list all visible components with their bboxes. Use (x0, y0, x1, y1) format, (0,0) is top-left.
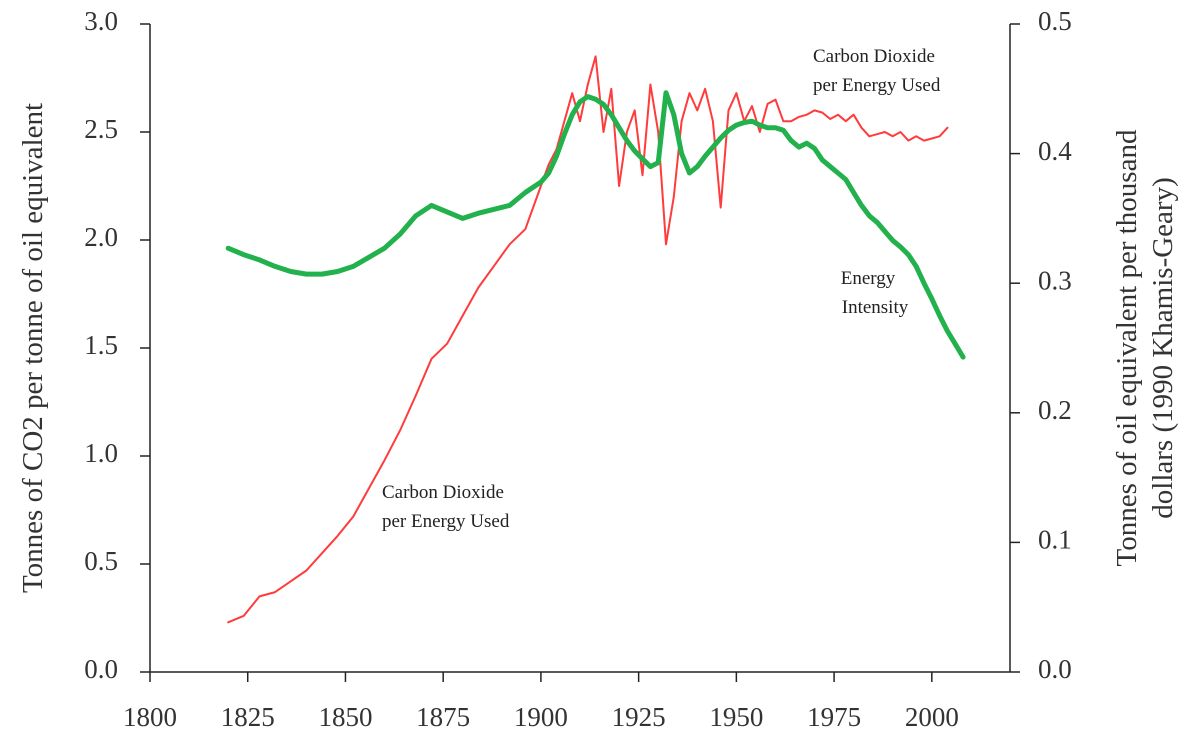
x-tick-label: 1975 (807, 702, 861, 732)
y2-tick-label: 0.2 (1038, 395, 1072, 425)
x-tick-label: 1950 (709, 702, 763, 732)
y-tick-label: 0.0 (84, 654, 118, 684)
annotation: Carbon Dioxide (813, 46, 935, 67)
y-tick-label: 0.5 (84, 546, 118, 576)
y-tick-label: 3.0 (84, 6, 118, 36)
y2-tick-label: 0.0 (1038, 654, 1072, 684)
x-tick-label: 1825 (221, 702, 275, 732)
y-tick-label: 1.5 (84, 330, 118, 360)
x-tick-label: 2000 (905, 702, 959, 732)
annotation: per Energy Used (813, 75, 941, 96)
x-tick-label: 1875 (416, 702, 470, 732)
annotation: Intensity (842, 297, 909, 318)
data-line (227, 55, 949, 624)
x-tick-label: 1925 (612, 702, 666, 732)
x-tick-label: 1850 (318, 702, 372, 732)
y2-axis-label: Tonnes of oil equivalent per thousand (1111, 129, 1143, 566)
data-line (225, 90, 966, 360)
y-tick-label: 1.0 (84, 438, 118, 468)
y-tick-label: 2.5 (84, 114, 118, 144)
annotation: Energy (841, 268, 896, 289)
y-axis-label: Tonnes of CO2 per tonne of oil equivalen… (17, 103, 49, 593)
y-tick-label: 2.0 (84, 222, 118, 252)
y2-tick-label: 0.4 (1038, 136, 1072, 166)
y2-tick-label: 0.5 (1038, 6, 1072, 36)
x-tick-label: 1900 (514, 702, 568, 732)
y2-axis-label: dollars (1990 Khamis-Geary) (1147, 177, 1179, 518)
annotation: per Energy Used (382, 511, 510, 532)
y2-tick-label: 0.3 (1038, 265, 1072, 295)
annotation: Carbon Dioxide (382, 482, 504, 503)
y2-tick-label: 0.1 (1038, 525, 1072, 555)
x-tick-label: 1800 (123, 702, 177, 732)
